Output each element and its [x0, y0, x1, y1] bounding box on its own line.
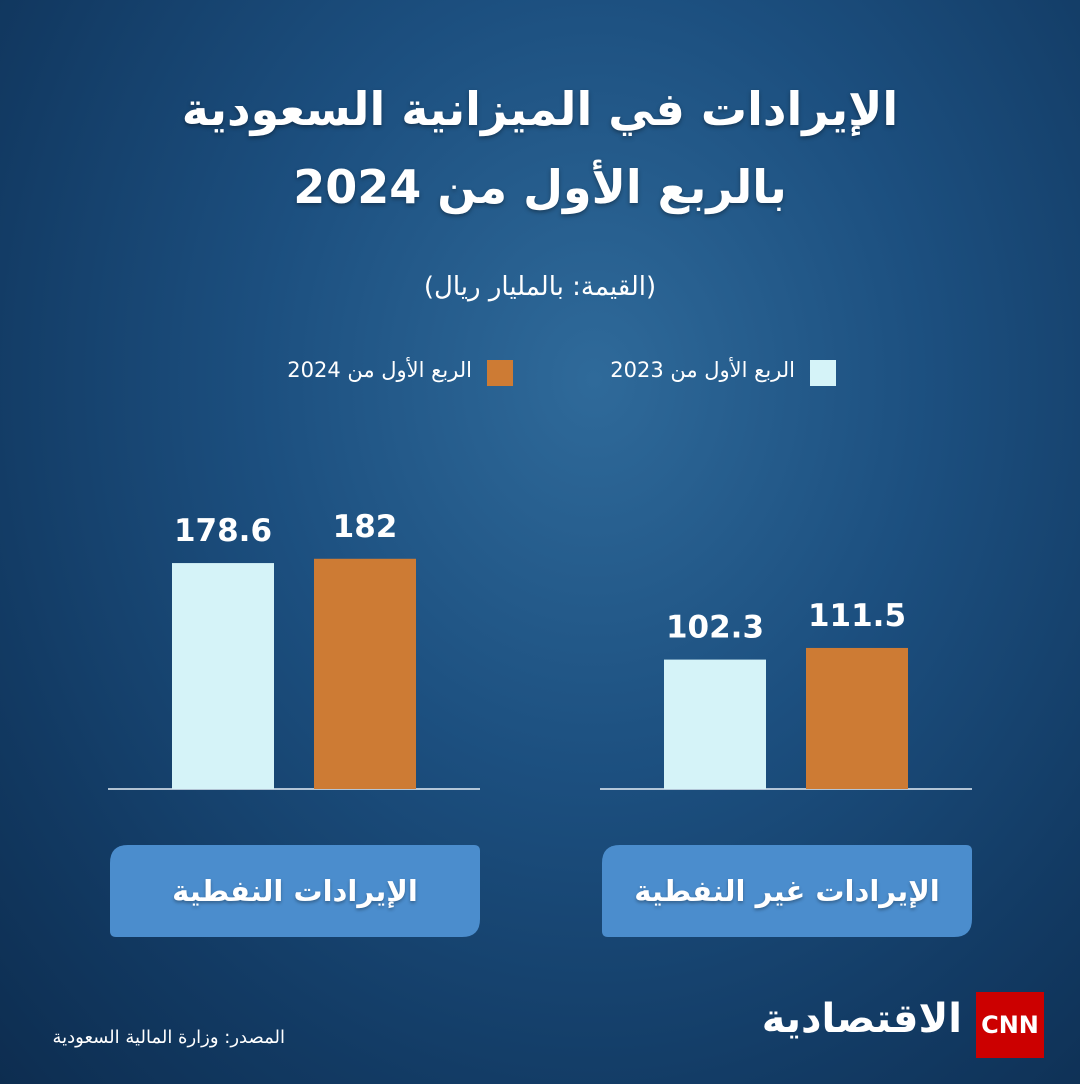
source-note: المصدر: وزارة المالية السعودية — [52, 1027, 285, 1048]
category-pill — [110, 845, 480, 937]
bar — [172, 563, 274, 789]
logo-name: الاقتصادية — [761, 996, 962, 1042]
logo-brand: CNN — [976, 992, 1044, 1058]
bar — [806, 647, 908, 789]
chart-title: الإيرادات في الميزانية السعودية بالربع ا… — [181, 82, 899, 214]
legend-label: الربع الأول من 2023 — [610, 358, 795, 382]
value-label: 111.5 — [808, 598, 906, 634]
legend-swatch — [810, 360, 836, 386]
value-label: 182 — [333, 509, 398, 545]
legend-swatch — [487, 360, 513, 386]
legend-label: الربع الأول من 2024 — [287, 358, 472, 382]
chart-subtitle: (القيمة: بالمليار ريال) — [423, 272, 657, 302]
category-pill — [602, 845, 972, 937]
value-label: 102.3 — [666, 610, 764, 646]
category-label: الإيرادات غير النفطية — [634, 874, 940, 908]
value-label: 178.6 — [174, 513, 272, 549]
bar — [664, 659, 766, 789]
bar — [314, 558, 416, 789]
category-label: الإيرادات النفطية — [172, 874, 418, 908]
